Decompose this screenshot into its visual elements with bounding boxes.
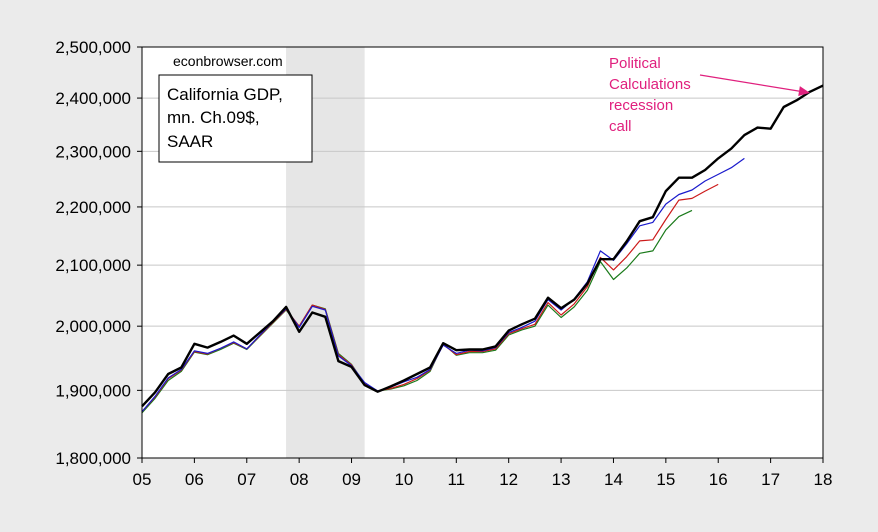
x-tick-label: 06 — [185, 470, 204, 489]
annotation-arrow — [699, 74, 800, 92]
plot-frame — [141, 46, 824, 459]
x-tick-label: 05 — [133, 470, 152, 489]
x-tick-label: 14 — [604, 470, 623, 489]
annotation: Political Calculations recession call — [609, 55, 810, 135]
annotation-line-2: Calculations — [609, 76, 691, 93]
y-tick-label: 2,100,000 — [55, 256, 131, 275]
y-tick-label: 2,500,000 — [55, 38, 131, 57]
legend-box: California GDP, mn. Ch.09$, SAAR — [158, 74, 313, 163]
annotation-line-1: Political — [609, 55, 661, 72]
annotation-line-4: call — [609, 118, 632, 135]
legend-box-line-1: California GDP, — [167, 85, 283, 104]
y-tick-label: 1,800,000 — [55, 449, 131, 468]
x-tick-label: 15 — [656, 470, 675, 489]
x-tick-label: 08 — [290, 470, 309, 489]
y-tick-label: 2,000,000 — [55, 317, 131, 336]
x-tick-label: 17 — [761, 470, 780, 489]
y-tick-label: 2,200,000 — [55, 198, 131, 217]
watermark: econbrowser.com — [173, 53, 283, 69]
y-tick-label: 2,400,000 — [55, 89, 131, 108]
annotation-line-3: recession — [609, 97, 673, 114]
x-tick-label: 10 — [394, 470, 413, 489]
legend-box-line-2: mn. Ch.09$, — [167, 108, 260, 127]
series-line-1 — [141, 84, 824, 408]
x-axis: 05 06 07 08 09 10 11 12 13 14 15 16 17 18 — [133, 458, 833, 489]
x-tick-label: 11 — [447, 470, 465, 489]
series-lines — [141, 84, 824, 414]
x-tick-label: 09 — [342, 470, 361, 489]
x-tick-label: 16 — [709, 470, 728, 489]
x-tick-label: 18 — [814, 470, 833, 489]
x-tick-label: 12 — [499, 470, 518, 489]
annotation-arrowhead — [798, 86, 810, 97]
x-tick-label: 07 — [237, 470, 256, 489]
y-tick-label: 2,300,000 — [55, 142, 131, 161]
y-tick-label: 1,900,000 — [55, 381, 131, 400]
legend-box-line-3: SAAR — [167, 132, 213, 151]
y-axis: 1,800,000 1,900,000 2,000,000 2,100,000 2,20… — [55, 38, 142, 468]
x-tick-label: 13 — [552, 470, 571, 489]
